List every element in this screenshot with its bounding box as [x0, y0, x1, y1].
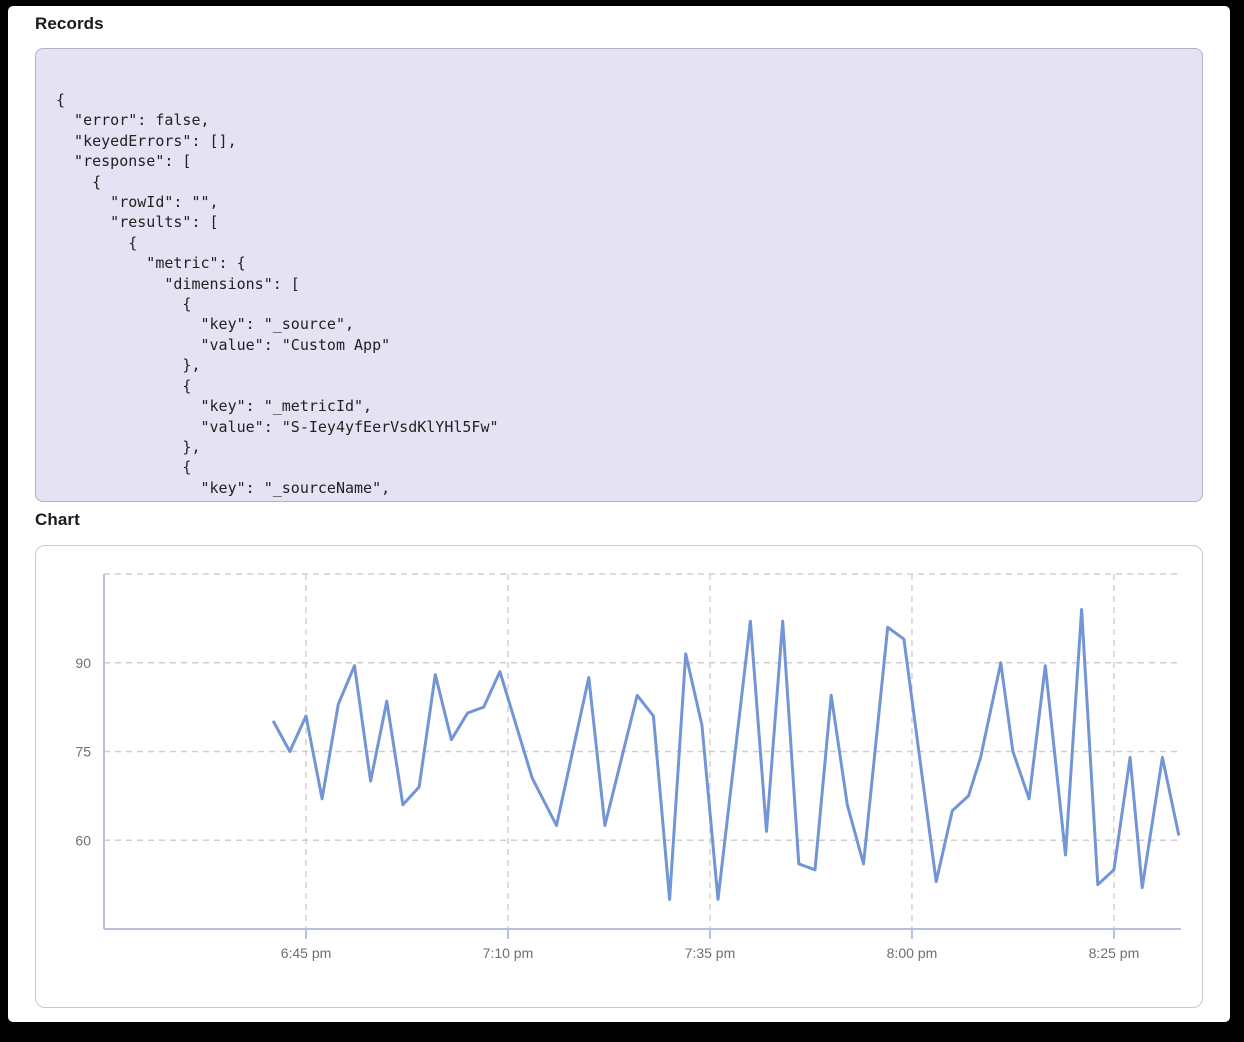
x-axis-tick-label: 8:00 pm [887, 945, 938, 961]
metrics-line-chart[interactable]: 60 75 90 6:45 pm 7:10 pm 7:35 pm 8:00 pm 8:25 p… [36, 546, 1202, 1007]
chart-section-title: Chart [35, 510, 80, 529]
x-axis-tick-label: 8:25 pm [1089, 945, 1140, 961]
chart-tick-labels: 60 75 90 6:45 pm 7:10 pm 7:35 pm 8:00 pm 8:25 p… [75, 655, 1139, 961]
metric-series-line[interactable] [272, 608, 1181, 901]
chart-gridlines [104, 573, 1181, 929]
y-axis-tick-label: 60 [75, 832, 91, 848]
x-axis-tick-label: 6:45 pm [281, 945, 332, 961]
chart-panel: 60 75 90 6:45 pm 7:10 pm 7:35 pm 8:00 pm 8:25 p… [35, 545, 1203, 1008]
page: Records { "error": false, "keyedErrors":… [8, 6, 1230, 1022]
x-axis-tick-label: 7:35 pm [685, 945, 736, 961]
records-section-title: Records [35, 14, 104, 33]
x-axis-tick-label: 7:10 pm [483, 945, 534, 961]
y-axis-tick-label: 75 [75, 744, 91, 760]
records-code-block[interactable]: { "error": false, "keyedErrors": [], "re… [35, 48, 1203, 502]
y-axis-tick-label: 90 [75, 655, 91, 671]
chart-axes [103, 574, 1181, 939]
records-json-text: { "error": false, "keyedErrors": [], "re… [56, 91, 499, 497]
